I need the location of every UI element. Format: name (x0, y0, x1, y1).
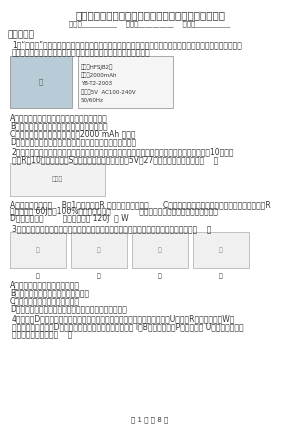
Text: 上产生热能 60J，车100%，它两端的电压            跟成消动变阻器，可测平电动机的转速: 上产生热能 60J，车100%，它两端的电压 跟成消动变阻器，可测平电动机的转速 (10, 207, 218, 216)
Text: 丙: 丙 (158, 247, 162, 253)
Text: 姓名：__________    班级：__________    成绩：__________: 姓名：__________ 班级：__________ 成绩：_________… (69, 20, 231, 27)
Bar (193, 232, 249, 268)
Bar (10, 56, 72, 108)
Text: 甲: 甲 (36, 247, 40, 253)
Text: 甲: 甲 (36, 273, 40, 279)
Bar (10, 232, 66, 268)
Text: 1．“充电宝”是指可在直接插转移动设备充电且自身具有储电单元的装置，是近年来比较流行的数码消费设备。: 1．“充电宝”是指可在直接插转移动设备充电且自身具有储电单元的装置，是近年来比较… (12, 40, 242, 49)
Text: 电阻R为10，当闭合开关S后，两电压表的示数分别为5V和27，对于列说法正确的是（    ）: 电阻R为10，当闭合开关S后，两电压表的示数分别为5V和27，对于列说法正确的是… (12, 155, 218, 164)
Bar (78, 56, 173, 108)
Text: 一、选择题: 一、选择题 (8, 30, 35, 39)
Text: 4．如图，D为电子元件，起遮数作用，部分一定条件下可保持其两端的电压U不变，R为定制电阻，W为: 4．如图，D为电子元件，起遮数作用，部分一定条件下可保持其两端的电压U不变，R为… (12, 314, 236, 323)
Bar (71, 232, 127, 268)
Text: 浙教版九年级科学《电功电功率》提高练习题科学试卷: 浙教版九年级科学《电功电功率》提高练习题科学试卷 (75, 10, 225, 20)
Text: 丁: 丁 (219, 273, 223, 279)
Text: B．图乙可用来演示磁场对电流的作用: B．图乙可用来演示磁场对电流的作用 (10, 288, 89, 297)
Text: C．图丙可用来演示电流的磁效应: C．图丙可用来演示电流的磁效应 (10, 296, 80, 305)
Bar (132, 232, 188, 268)
Text: 型号：HFSJB2型: 型号：HFSJB2型 (81, 64, 113, 70)
Text: A．图甲可用来演示电磁感应现象: A．图甲可用来演示电磁感应现象 (10, 280, 80, 289)
Text: 电路图: 电路图 (52, 177, 63, 182)
Text: 丁: 丁 (219, 247, 223, 253)
Text: 乙: 乙 (97, 247, 101, 253)
Text: A．对充电宝充电时充电宝相当于电路中的电源: A．对充电宝充电时充电宝相当于电路中的电源 (10, 113, 108, 122)
Text: B．该品牌的充电宝在美规电网中不能正常工作: B．该品牌的充电宝在美规电网中不能正常工作 (10, 121, 108, 130)
Text: 第 1 页 共 8 页: 第 1 页 共 8 页 (131, 416, 169, 423)
Text: D．对充电宝给手机充电过程中充电宝中能的总量合不断减少: D．对充电宝给手机充电过程中充电宝中能的总量合不断减少 (10, 137, 136, 146)
Text: 线中，可能正确的是（    ）: 线中，可能正确的是（ ） (12, 330, 72, 339)
Text: C．该品牌的充电宝最大可储储存2000 mAh 的电能: C．该品牌的充电宝最大可储储存2000 mAh 的电能 (10, 129, 136, 138)
Text: 图: 图 (39, 79, 43, 85)
Text: 乙: 乙 (97, 273, 101, 279)
Text: 电压可调的电源。当D增超压应时，下列测该电路中的电流 I、B消耗的电功率P随电源电压 U总变化关系的图: 电压可调的电源。当D增超压应时，下列测该电路中的电流 I、B消耗的电功率P随电源… (12, 322, 244, 331)
Text: D．电源电压为        动机消耗电能 120J  为 W: D．电源电压为 动机消耗电能 120J 为 W (10, 214, 129, 223)
Text: 3．如图所示的护乙丙丁四个装置，可以用来演示相应的科学现象，都下列说法正确的是（    ）: 3．如图所示的护乙丙丁四个装置，可以用来演示相应的科学现象，都下列说法正确的是（… (12, 224, 211, 233)
Text: 2．电阻断求为一个反应汽车上温控制电路，小明对此进行测量和研究发现，有效视的结断电阻为10，保护: 2．电阻断求为一个反应汽车上温控制电路，小明对此进行测量和研究发现，有效视的结断… (12, 147, 235, 156)
Bar (10, 163, 105, 196)
Text: D．图丁可用来演示电磁铁的磁性强弱与电流大小的关系: D．图丁可用来演示电磁铁的磁性强弱与电流大小的关系 (10, 304, 127, 313)
Text: A．电路中的电流为    B．1分钟在电阻R 上，电动机的功率为      C．电动机工作时将机械能转化为电能，若有电阻R: A．电路中的电流为 B．1分钟在电阻R 上，电动机的功率为 C．电动机工作时将机… (10, 200, 271, 209)
Text: YB-T2-2003: YB-T2-2003 (81, 81, 112, 86)
Text: 丙: 丙 (158, 273, 162, 279)
Text: 输入：5V  AC100-240V: 输入：5V AC100-240V (81, 89, 136, 95)
Text: 容量：2000mAh: 容量：2000mAh (81, 73, 118, 78)
Text: 50/60Hz: 50/60Hz (81, 98, 104, 103)
Text: 如图为某品牌充电宝的铭牌，根据铭牌上的信息，下列分析正确的是: 如图为某品牌充电宝的铭牌，根据铭牌上的信息，下列分析正确的是 (12, 48, 151, 57)
